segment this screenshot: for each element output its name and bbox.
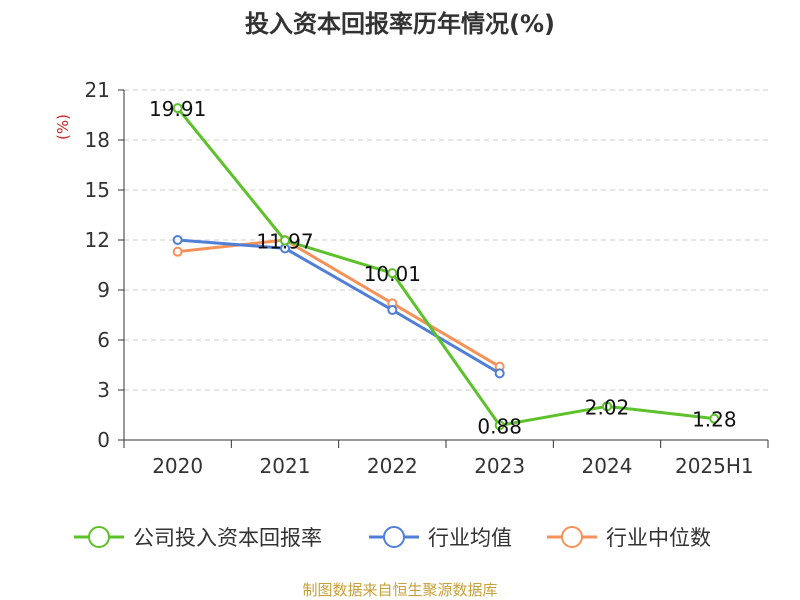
data-point [280,235,290,246]
legend: 公司投入资本回报率 行业均值 行业中位数 [74,526,711,550]
data-label: 11.97 [256,230,313,254]
x-tick-label: 2020 [152,454,203,478]
y-tick-label: 12 [85,228,110,252]
legend-swatch-marker [88,526,110,548]
y-axis-label: (%) [54,114,72,140]
series-line [176,107,715,427]
data-labels: 19.91 11.97 10.01 0.88 2.02 1.28 [149,97,737,438]
data-label: 19.91 [149,97,206,121]
legend-item: 公司投入资本回报率 [74,526,322,550]
source-note: 制图数据来自恒生聚源数据库 [302,581,497,599]
x-tick-label: 2024 [582,454,633,478]
data-point [172,246,183,257]
x-tick-label: 2023 [474,454,525,478]
data-point [387,268,398,279]
legend-item: 行业均值 [369,526,512,550]
data-point [494,420,505,431]
y-tick-label: 18 [85,128,110,152]
legend-swatch-marker [561,526,583,548]
y-tick-label: 21 [85,78,110,102]
data-label: 0.88 [477,414,522,438]
x-tick-label: 2021 [260,454,311,478]
data-label: 10.01 [364,262,421,286]
data-point [172,235,183,245]
gridlines [124,89,768,391]
axes: 0 3 6 9 12 15 18 21 2020 2021 2022 2023 2024 2025H1 [85,78,769,478]
data-point [494,368,505,379]
y-tick-label: 6 [97,328,110,352]
y-tick-label: 9 [97,278,110,302]
legend-label: 行业均值 [428,526,512,550]
data-point [387,305,398,315]
y-tick-label: 3 [97,378,110,402]
x-tick-label: 2022 [367,454,418,478]
data-point [172,103,183,114]
data-label: 1.28 [692,408,737,432]
y-tick-label: 0 [97,428,110,452]
series-line [177,238,501,375]
legend-item: 行业中位数 [547,526,711,550]
chart-title: 投入资本回报率历年情况(%) [245,10,555,38]
series-line [177,238,501,368]
data-point [709,413,720,424]
y-tick-label: 15 [85,178,110,202]
data-label: 2.02 [585,395,630,419]
legend-label: 行业中位数 [606,526,711,550]
series [172,103,720,431]
x-tick-label: 2025H1 [675,454,754,478]
data-point [602,401,612,412]
legend-label: 公司投入资本回报率 [133,526,322,550]
legend-swatch-marker [383,526,405,548]
